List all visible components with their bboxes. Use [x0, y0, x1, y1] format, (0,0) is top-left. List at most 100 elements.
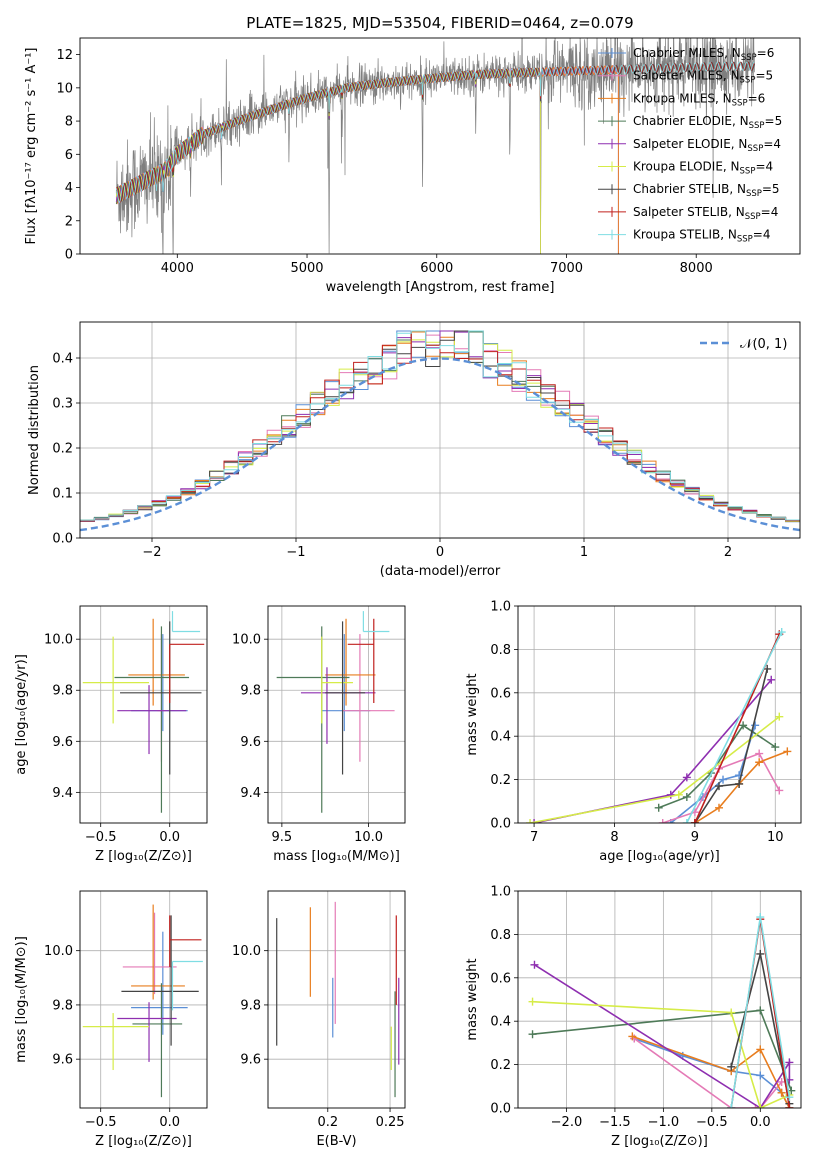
axes-frame: [267, 605, 406, 824]
legend-entry: Salpeter ELODIE, NSSP=4: [633, 137, 781, 154]
mass_vs_ebv-panel: 0.2 0.25 9.6 9.8 10.0 E(B-V): [232, 890, 406, 1149]
weight-marker: [666, 790, 675, 799]
y-tick-label: 0.0: [52, 532, 73, 547]
x-tick-label: −1.5: [599, 1115, 631, 1130]
y-tick-label: 0.2: [490, 773, 511, 788]
x-tick-label: 0.0: [750, 1115, 771, 1130]
weight-marker: [756, 913, 765, 922]
weight-line: [532, 1000, 790, 1108]
legend-entry: Kroupa ELODIE, NSSP=4: [633, 160, 773, 177]
mass_vs_Z-panel: −0.5 0.0 9.6 9.8 10.0 Z [log₁₀(Z/Z⊙)] mass [lo…: [14, 890, 208, 1149]
weight-marker: [777, 1077, 786, 1086]
legend-entry: 𝒩(0, 1): [740, 337, 787, 352]
spectrum-model-line: [115, 61, 756, 203]
weight-marker: [674, 790, 683, 799]
y-tick-label: 0.6: [490, 971, 511, 986]
weight-marker: [751, 721, 760, 730]
x-axis-label: wavelength [Angstrom, rest frame]: [326, 280, 555, 295]
spectrum-legend: Chabrier MILES, NSSP=6 Salpeter MILES, NS…: [598, 46, 782, 245]
legend-entry: Kroupa STELIB, NSSP=4: [633, 228, 771, 245]
y-tick-label: 9.8: [240, 998, 261, 1013]
weight-marker: [530, 960, 539, 969]
axes-frame: [517, 890, 802, 1109]
weight-marker: [756, 1045, 765, 1054]
y-tick-label: 0.2: [52, 442, 73, 457]
weight-marker: [775, 712, 784, 721]
weight-line: [633, 1037, 783, 1108]
x-tick-label: 0: [436, 545, 444, 560]
y-tick-label: 0.2: [490, 1058, 511, 1073]
y-axis-label: mass weight: [465, 958, 480, 1040]
x-tick-label: 10: [767, 830, 784, 845]
y-tick-label: 10.0: [44, 633, 73, 648]
x-tick-label: 0.2: [317, 1115, 338, 1130]
weight-marker: [771, 743, 780, 752]
x-axis-label: age [log₁₀(age/yr)]: [599, 849, 720, 864]
weight-marker: [739, 721, 748, 730]
y-tick-label: 0.0: [490, 1102, 511, 1117]
x-tick-label: 4000: [161, 261, 194, 276]
weight-line: [694, 668, 768, 823]
spectrum-data-line: [115, 38, 755, 254]
y-tick-label: 0.4: [52, 352, 73, 367]
x-tick-label: 9: [691, 830, 699, 845]
y-tick-label: 10.0: [44, 944, 73, 959]
x-tick-label: −1.0: [648, 1115, 680, 1130]
weight-marker: [755, 749, 764, 758]
x-tick-label: −2: [142, 545, 161, 560]
weight-marker: [528, 1030, 537, 1039]
age_vs_mass-panel: 9.5 10.0 9.4 9.6 9.8 10.0 mass [log₁₀(M/M⊙)]: [232, 605, 406, 864]
x-tick-label: −0.5: [85, 1115, 117, 1130]
x-axis-label: Z [log₁₀(Z/Z⊙)]: [95, 1134, 192, 1149]
axes-frame: [517, 605, 802, 824]
axes-frame: [267, 890, 406, 1109]
x-axis-label: Z [log₁₀(Z/Z⊙)]: [611, 1134, 708, 1149]
x-tick-label: 0.0: [159, 1115, 180, 1130]
x-tick-label: 9.5: [272, 830, 293, 845]
weight-marker: [756, 1104, 765, 1108]
x-tick-label: 1: [580, 545, 588, 560]
y-tick-label: 0: [65, 248, 73, 263]
weight-marker: [756, 1006, 765, 1015]
spectrum-model-line: [115, 64, 619, 254]
y-axis-label: Flux [fλ10⁻¹⁷ erg cm⁻² s⁻¹ A⁻¹]: [24, 48, 39, 245]
legend-entry: Chabrier ELODIE, NSSP=5: [633, 114, 782, 131]
axes-frame: [79, 321, 801, 539]
weight-marker: [719, 775, 728, 784]
axes-frame: [79, 37, 801, 255]
y-tick-label: 0.1: [52, 487, 73, 502]
weight-marker: [682, 773, 691, 782]
residuals-panel: −2 −1 0 1 2 0.0 0.1 0.2 0.3 0.4 (data-model)/error…: [27, 321, 801, 579]
y-tick-label: 10.0: [232, 633, 261, 648]
spectrum-model-line: [115, 61, 755, 204]
weight-marker: [777, 1088, 786, 1097]
y-tick-label: 0.8: [490, 643, 511, 658]
x-tick-label: 6000: [420, 261, 453, 276]
weight-marker: [654, 803, 663, 812]
y-axis-label: Normed distribution: [27, 365, 42, 495]
axes-frame: [79, 890, 208, 1109]
weight-marker: [714, 782, 723, 791]
histogram-step: [80, 330, 800, 521]
residuals-plot-area: [80, 330, 800, 532]
legend-entry: Chabrier STELIB, NSSP=5: [633, 182, 780, 199]
y-tick-label: 6: [65, 148, 73, 163]
weight-marker: [727, 1008, 736, 1017]
y-tick-label: 0.8: [490, 928, 511, 943]
spectrum-panel: 4000 5000 6000 7000 8000 0 2 4 6 8 10 12 wavelength …: [24, 37, 801, 295]
weight-line: [532, 1009, 793, 1091]
y-tick-label: 1.0: [490, 600, 511, 615]
mass_vs_Z-plot-area: [80, 891, 207, 1108]
y-tick-label: 0.6: [490, 686, 511, 701]
weight-marker: [526, 819, 535, 823]
x-tick-label: 7000: [550, 261, 583, 276]
weight_vs_age-panel: 7 8 9 10 0.0 0.2 0.4 0.6 0.8 1.0 age [log₁₀(age/yr…: [465, 600, 802, 864]
y-tick-label: 0.4: [490, 1015, 511, 1030]
mass_vs_ebv-plot-area: [268, 891, 405, 1108]
weight_vs_age-plot-area: [526, 628, 792, 823]
y-tick-label: 9.8: [240, 684, 261, 699]
weight-line: [686, 631, 783, 823]
y-tick-label: 12: [56, 48, 73, 63]
legend-entry: Kroupa MILES, NSSP=6: [633, 91, 765, 108]
legend-entry: Salpeter MILES, NSSP=5: [633, 69, 773, 86]
